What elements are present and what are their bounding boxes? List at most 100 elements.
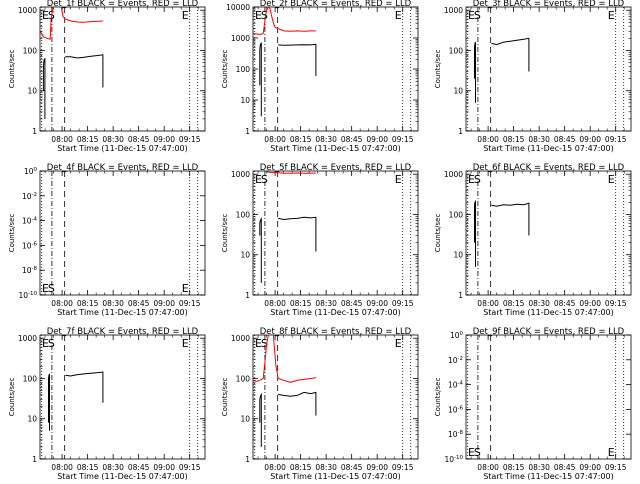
y-tick-label: 1000 [444,170,463,179]
marker-label-e-end: E [395,337,402,350]
x-tick-label: 09:00 [366,463,388,472]
y-axis-label: Counts/sec [221,50,229,89]
marker-label-e-end: E [395,173,402,186]
y-tick-label: 10-8 [448,430,464,439]
chart-panel-det-9f: Det_9f BLACK = Events, RED = LLD 10-10 10-… [434,327,632,481]
chart-title: Det_3f BLACK = Events, RED = LLD [473,0,625,9]
plot-frame [39,170,206,296]
y-tick-label: 1 [245,127,250,136]
x-tick-label: 08:45 [554,299,576,308]
x-tick-label: 08:15 [503,463,525,472]
chart-title-detector: Det_8f [260,327,289,337]
x-tick-label: 08:00 [264,299,286,308]
y-tick-label: 10-2 [448,356,463,365]
x-tick-label: 08:15 [290,135,312,144]
x-tick-label: 08:30 [102,135,124,144]
y-tick-label: 1 [245,455,250,464]
y-tick-label: 1000 [231,170,250,179]
plot-frame [39,6,206,132]
chart-title-caption: BLACK = Events, RED = LLD [501,327,625,337]
marker-label-e-start: E [42,282,49,295]
y-tick-label: 10 [27,87,37,96]
marker-label-s: S [474,173,481,186]
x-tick-label: 08:15 [77,299,99,308]
x-tick-label: 08:45 [128,299,150,308]
x-tick-label: 09:00 [579,135,601,144]
series-line-lld [266,171,316,174]
y-tick-label: 100 [236,374,251,383]
plot-frame [39,334,206,460]
x-tick-label: 08:30 [102,463,124,472]
x-tick-label: 08:45 [341,135,363,144]
x-tick-label: 09:15 [179,299,201,308]
x-tick-label: 08:30 [528,463,550,472]
chart-title-caption: BLACK = Events, RED = LLD [75,0,199,9]
chart-title-detector: Det_4f [47,163,76,173]
plot-area [253,335,317,447]
chart-title-caption: BLACK = Events, RED = LLD [75,163,199,173]
y-axis-label: Counts/sec [221,214,229,253]
chart-title-detector: Det_3f [473,0,502,9]
marker-label-s: S [261,173,268,186]
marker-label-s: S [48,282,55,295]
marker-label-e-end: E [608,9,615,22]
marker-label-e-start: E [255,173,262,186]
marker-label-e-end: E [182,282,189,295]
chart-panel-det-7f: Det_7f BLACK = Events, RED = LLD 1 10 100 10… [8,327,206,481]
x-tick-label: 08:30 [528,135,550,144]
x-tick-label: 09:15 [605,299,627,308]
x-axis-label: Start Time (11-Dec-15 07:47:00) [270,308,401,317]
x-tick-label: 08:45 [554,135,576,144]
series-line-events [65,54,104,88]
x-tick-label: 08:45 [341,299,363,308]
x-tick-label: 08:00 [477,463,499,472]
chart-panel-det-6f: Det_6f BLACK = Events, RED = LLD 1 10 100 10… [434,163,632,317]
x-axis-label: Start Time (11-Dec-15 07:47:00) [483,144,614,153]
x-tick-label: 08:00 [264,135,286,144]
plot-area [253,7,317,117]
chart-panel-det-1f: Det_1f BLACK = Events, RED = LLD 1 10 100 10… [8,0,206,153]
series-line-events [278,391,317,416]
chart-title: Det_1f BLACK = Events, RED = LLD [47,0,199,9]
series-line-lld [253,335,269,382]
chart-panel-det-3f: Det_3f BLACK = Events, RED = LLD 1 10 100 10… [434,0,632,153]
y-tick-label: 10 [240,96,250,105]
series-line-events [491,37,530,72]
y-tick-label: 10000 [226,3,250,12]
y-tick-label: 100 [449,210,464,219]
x-tick-label: 09:00 [366,299,388,308]
marker-label-s: S [474,9,481,22]
chart-panel-det-2f: Det_2f BLACK = Events, RED = LLD 1 10 100 10… [221,0,419,153]
plot-area [40,7,104,119]
x-tick-label: 09:15 [605,135,627,144]
marker-label-s: S [261,337,268,350]
x-tick-label: 08:15 [77,463,99,472]
y-axis-label: Counts/sec [221,378,229,417]
y-tick-label: 10 [453,87,463,96]
plot-frame [252,170,419,296]
y-tick-label: 10 [240,251,250,260]
chart-title-caption: BLACK = Events, RED = LLD [75,327,199,337]
chart-title-caption: BLACK = Events, RED = LLD [288,0,412,9]
series-line-lld [60,7,103,23]
marker-label-e-start: E [255,9,262,22]
x-tick-label: 08:45 [554,463,576,472]
marker-label-e-start: E [468,173,475,186]
x-tick-label: 08:00 [264,463,286,472]
x-tick-label: 09:00 [153,299,175,308]
plot-frame [252,334,419,460]
chart-title-detector: Det_6f [473,163,502,173]
series-line-events [259,392,262,447]
x-tick-label: 08:00 [51,135,73,144]
marker-label-e-end: E [608,173,615,186]
x-tick-label: 08:45 [128,463,150,472]
marker-label-e-end: E [608,446,615,459]
series-line-events [259,217,262,283]
x-tick-label: 08:45 [341,463,363,472]
y-tick-label: 100 [23,374,38,383]
y-tick-label: 10 [453,251,463,260]
y-tick-label: 10-2 [22,192,37,201]
chart-title-caption: BLACK = Events, RED = LLD [288,327,412,337]
y-tick-label: 100 [449,46,464,55]
y-tick-label: 10-10 [18,291,37,300]
